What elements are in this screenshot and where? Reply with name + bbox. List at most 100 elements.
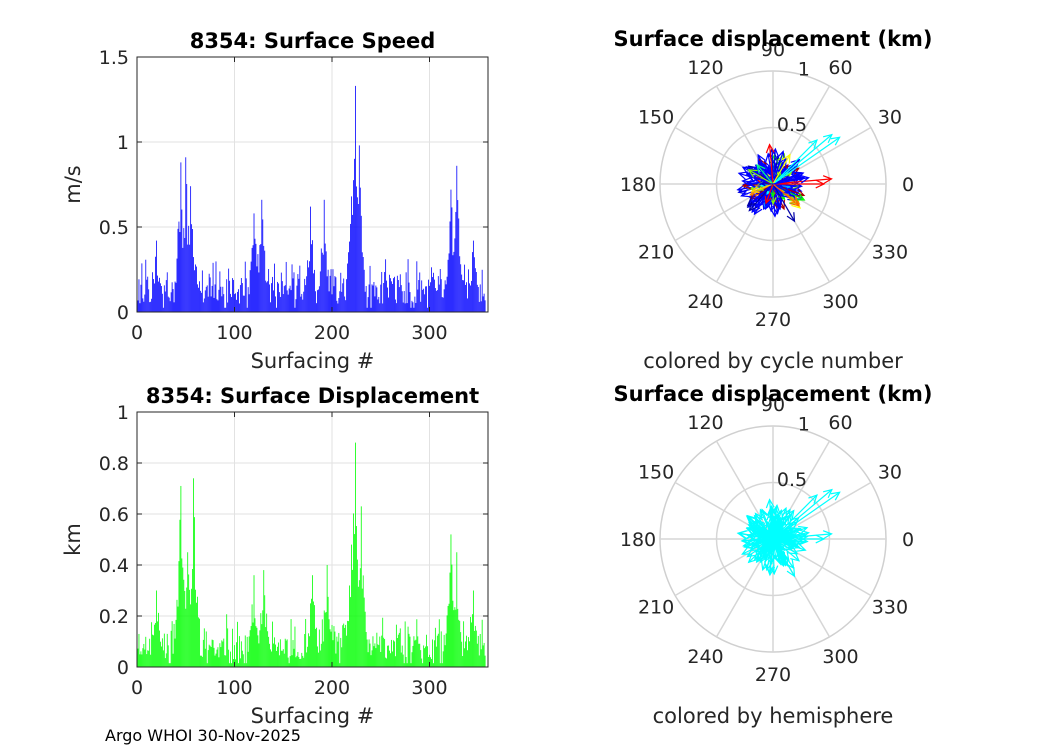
arrow-head — [757, 551, 767, 562]
bar — [472, 590, 474, 667]
y-tick-label: 0.6 — [99, 504, 129, 526]
arrow-head — [741, 535, 752, 545]
arrow-shaft — [748, 516, 774, 540]
bar — [388, 645, 389, 667]
bar — [207, 650, 209, 667]
bar — [261, 624, 263, 667]
arrow-head — [764, 561, 773, 572]
bar — [405, 272, 407, 312]
arrow-head — [736, 184, 747, 193]
bar — [150, 654, 152, 667]
bar — [286, 639, 288, 667]
bar — [194, 517, 195, 667]
bar — [395, 624, 397, 667]
bar — [270, 302, 271, 312]
bar — [258, 272, 260, 312]
arrow-head — [770, 192, 776, 198]
bar — [353, 513, 354, 667]
bar — [290, 619, 292, 667]
arrow-shaft — [756, 164, 774, 185]
bar — [478, 301, 480, 312]
bar — [144, 649, 146, 667]
bar — [197, 284, 198, 312]
arrow-head — [788, 536, 799, 545]
bar — [244, 635, 246, 667]
bar — [199, 281, 200, 312]
angle-label: 240 — [687, 291, 723, 313]
bar — [467, 650, 468, 667]
bar — [301, 652, 303, 667]
chart-title: 8354: Surface Speed — [190, 29, 436, 53]
bar — [349, 585, 350, 667]
bar — [222, 641, 224, 667]
bar — [322, 254, 324, 312]
bar — [430, 282, 431, 312]
bar — [162, 307, 164, 312]
bar — [413, 636, 415, 667]
x-axis-label: colored by cycle number — [643, 349, 903, 373]
bar — [383, 637, 385, 667]
bar — [446, 615, 448, 667]
bar — [346, 635, 348, 667]
bar — [415, 302, 417, 312]
bar — [273, 643, 274, 667]
bar — [325, 612, 327, 667]
bar — [465, 284, 466, 312]
bar — [386, 280, 388, 312]
bar — [393, 640, 394, 667]
bar — [186, 587, 188, 667]
bar — [278, 655, 280, 667]
bar — [227, 302, 229, 312]
bar — [352, 214, 353, 312]
radius-label: 0.5 — [777, 114, 807, 136]
bar — [450, 534, 452, 667]
bar — [153, 279, 154, 312]
bar — [285, 261, 287, 312]
bar — [370, 655, 372, 667]
bar — [317, 289, 319, 312]
bar — [456, 165, 458, 312]
bar — [359, 568, 361, 667]
bar — [167, 296, 169, 312]
bar — [243, 663, 245, 667]
arrow-head — [779, 544, 786, 552]
bar — [284, 638, 286, 667]
bar — [281, 281, 283, 312]
bar — [212, 262, 214, 312]
radius-label: 1 — [798, 59, 810, 81]
bar — [316, 646, 318, 667]
bar — [369, 265, 371, 312]
bar — [411, 652, 413, 667]
arrow-head — [815, 534, 826, 544]
bar — [159, 630, 160, 667]
bar — [347, 263, 349, 312]
bar — [159, 277, 160, 312]
bar — [152, 634, 154, 667]
bar — [207, 296, 209, 312]
angle-label: 120 — [687, 412, 723, 434]
bar — [409, 636, 411, 667]
bar — [279, 639, 281, 667]
bar — [158, 281, 159, 312]
bar — [439, 663, 441, 667]
bar — [379, 636, 381, 667]
arrow-shaft — [748, 169, 774, 185]
bar — [398, 632, 400, 667]
bar — [173, 623, 175, 667]
bar — [227, 628, 229, 667]
bar — [367, 652, 369, 667]
bar — [464, 648, 466, 667]
bar — [472, 614, 473, 667]
radius-label: 0.5 — [777, 469, 807, 491]
bar — [367, 297, 369, 312]
bar — [168, 663, 170, 667]
bar — [396, 638, 398, 667]
bar — [456, 552, 458, 667]
bar — [276, 650, 277, 667]
bar — [346, 279, 348, 312]
displacement-chart: 0 100 200 300 0 0.2 0.4 0.6 0.8 1 8354: Surface Di… — [61, 384, 489, 728]
bar — [195, 264, 196, 312]
bar — [166, 272, 168, 312]
y-tick-label: 0 — [117, 657, 129, 679]
bar — [292, 278, 294, 312]
